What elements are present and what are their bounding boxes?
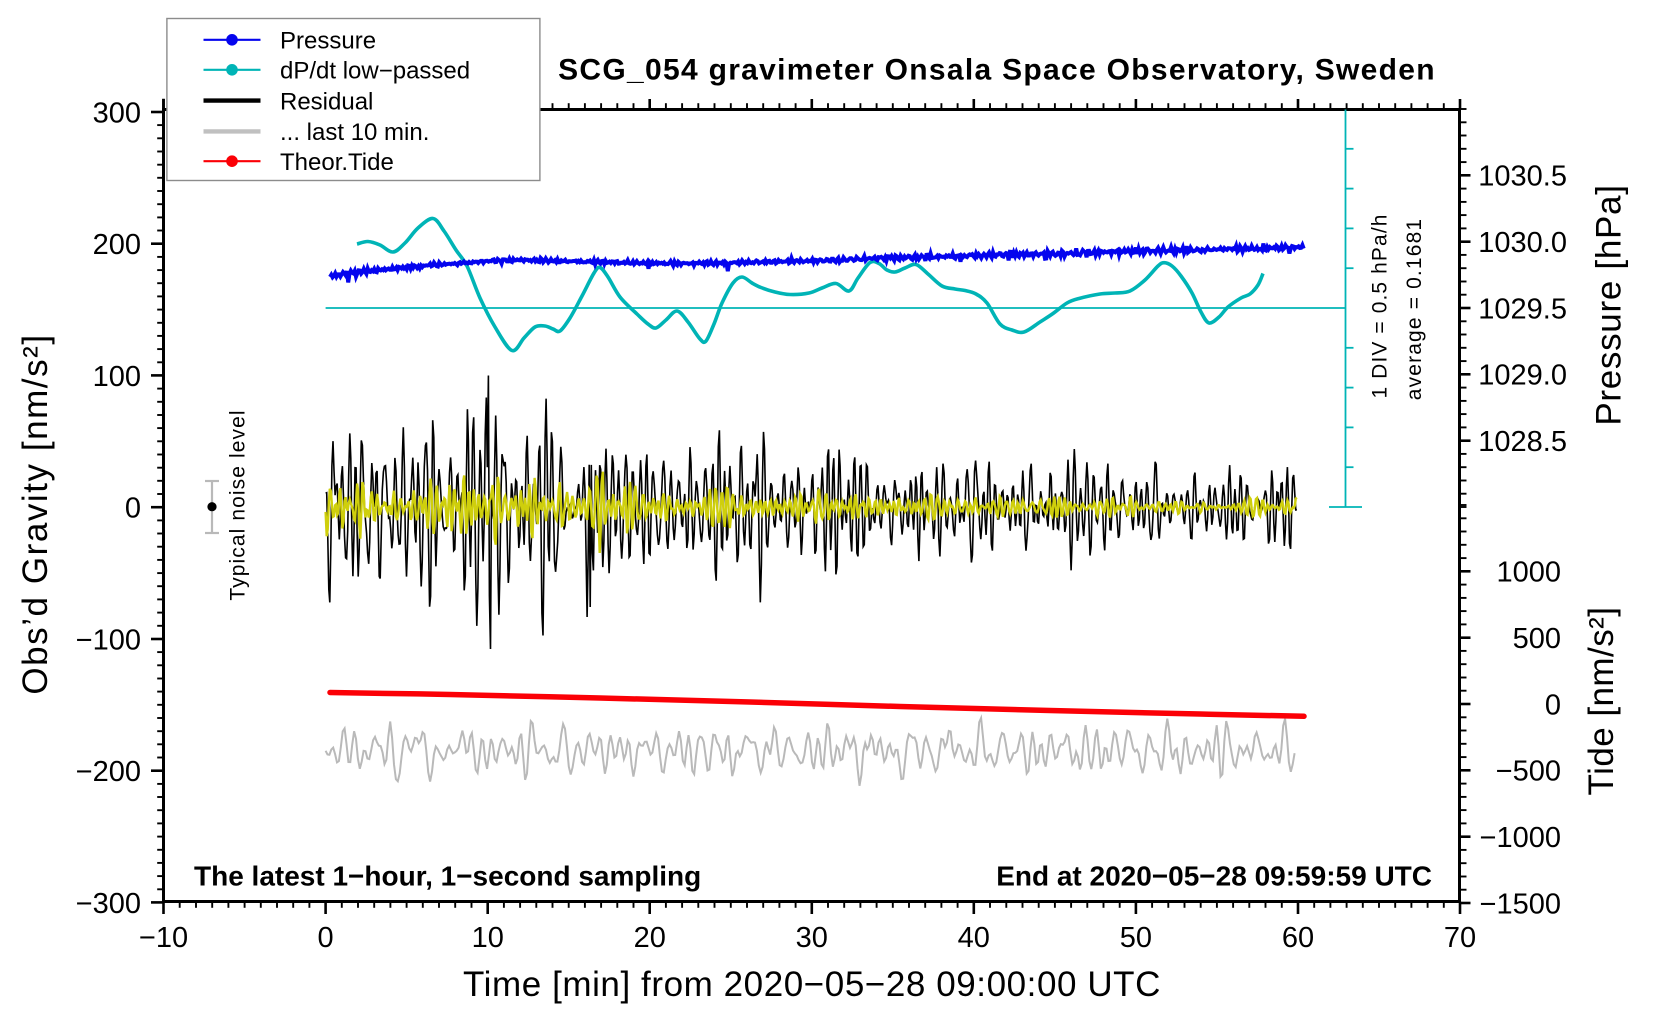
svg-text:1030.0: 1030.0 — [1478, 227, 1567, 259]
svg-text:Pressure [hPa]: Pressure [hPa] — [1590, 184, 1629, 425]
svg-text:40: 40 — [958, 922, 990, 954]
svg-text:200: 200 — [93, 229, 141, 261]
svg-text:1000: 1000 — [1496, 557, 1561, 589]
svg-text:−100: −100 — [76, 624, 141, 656]
svg-text:60: 60 — [1282, 922, 1314, 954]
svg-text:−1000: −1000 — [1480, 822, 1561, 854]
svg-text:1029.0: 1029.0 — [1478, 360, 1567, 392]
svg-text:0: 0 — [125, 493, 141, 525]
svg-text:−1500: −1500 — [1480, 888, 1561, 920]
svg-text:50: 50 — [1120, 922, 1152, 954]
svg-text:Time [min] from 2020−05−28 09:: Time [min] from 2020−05−28 09:00:00 UTC — [463, 965, 1161, 1004]
svg-text:30: 30 — [796, 922, 828, 954]
svg-text:10: 10 — [472, 922, 504, 954]
svg-text:−300: −300 — [76, 888, 141, 920]
svg-text:The latest 1−hour, 1−second sa: The latest 1−hour, 1−second sampling — [194, 861, 701, 892]
svg-text:20: 20 — [634, 922, 666, 954]
svg-text:−10: −10 — [139, 922, 188, 954]
svg-text:Residual: Residual — [280, 88, 373, 115]
svg-text:1028.5: 1028.5 — [1478, 426, 1567, 458]
svg-text:Obs’d Gravity [nm/s²]: Obs’d Gravity [nm/s²] — [16, 333, 55, 694]
svg-text:300: 300 — [93, 97, 141, 129]
svg-text:0: 0 — [318, 922, 334, 954]
svg-text:1029.5: 1029.5 — [1478, 293, 1567, 325]
svg-text:−500: −500 — [1496, 756, 1561, 788]
svg-text:Typical noise level: Typical noise level — [227, 409, 250, 600]
svg-text:Pressure: Pressure — [280, 28, 376, 55]
svg-text:... last 10 min.: ... last 10 min. — [280, 119, 429, 146]
svg-text:dP/dt low−passed: dP/dt low−passed — [280, 58, 470, 85]
svg-text:1 DIV = 0.5 hPa/h: 1 DIV = 0.5 hPa/h — [1369, 213, 1392, 398]
svg-text:500: 500 — [1513, 623, 1561, 655]
svg-text:Theor.Tide: Theor.Tide — [280, 149, 394, 176]
svg-text:Tide [nm/s²]: Tide [nm/s²] — [1582, 607, 1621, 796]
svg-text:SCG_054 gravimeter Onsala Spac: SCG_054 gravimeter Onsala Space Observat… — [558, 54, 1436, 87]
svg-text:1030.5: 1030.5 — [1478, 161, 1567, 193]
svg-text:average = 0.1681: average = 0.1681 — [1403, 218, 1426, 400]
svg-text:70: 70 — [1444, 922, 1476, 954]
svg-text:100: 100 — [93, 361, 141, 393]
svg-text:−200: −200 — [76, 756, 141, 788]
svg-text:End at 2020−05−28 09:59:59 UTC: End at 2020−05−28 09:59:59 UTC — [996, 861, 1432, 892]
svg-text:0: 0 — [1545, 689, 1561, 721]
